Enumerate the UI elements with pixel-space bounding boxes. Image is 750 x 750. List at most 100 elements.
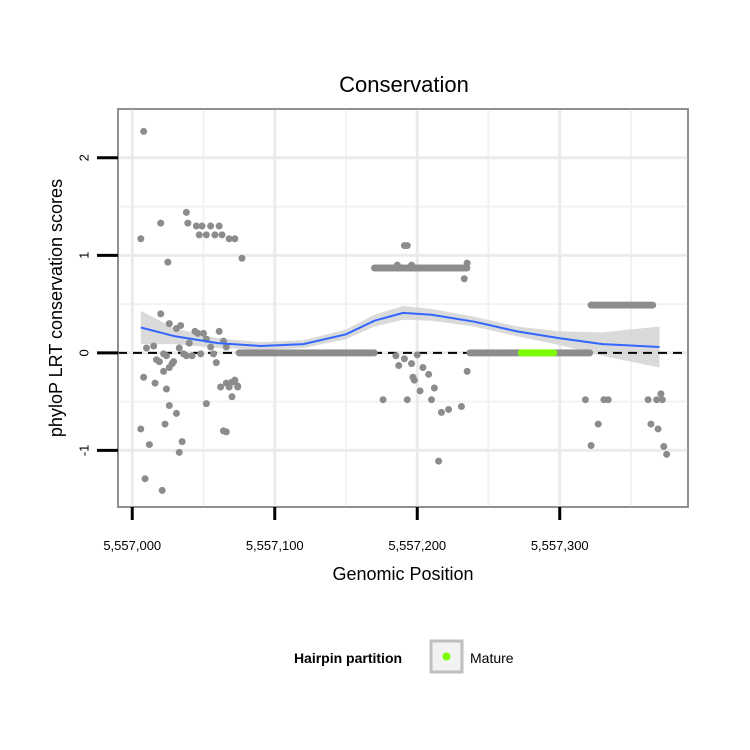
data-point [215,327,223,335]
data-point [231,235,239,243]
data-point [413,351,421,359]
data-point [151,379,159,387]
data-point [460,275,468,283]
data-point [644,396,652,404]
data-point [175,344,183,352]
data-point [170,358,178,366]
data-point [157,310,165,318]
data-point [172,409,180,417]
data-point [178,438,186,446]
data-point [231,376,239,384]
x-tick-label: 5,557,300 [531,538,589,553]
data-point [222,428,230,436]
legend-title: Hairpin partition [294,650,402,666]
data-point [225,235,233,243]
data-point [225,383,233,391]
data-points [137,127,671,494]
data-point [211,231,219,239]
data-point [202,231,210,239]
data-point [200,329,207,337]
data-point [647,420,655,428]
data-point [657,390,665,398]
data-point [457,403,465,411]
data-point [222,343,230,351]
data-point [419,364,427,372]
data-point [162,385,170,393]
data-point [202,400,210,408]
data-point [194,329,202,337]
data-point [654,425,662,433]
data-point [408,261,416,269]
data-point [586,349,594,357]
data-point [182,208,190,216]
data-point [370,349,378,357]
data-point [192,222,200,230]
data-point [209,350,217,358]
x-tick-label: 5,557,100 [246,538,304,553]
data-point [143,344,150,352]
data-point [140,373,148,381]
data-point [145,441,153,449]
data-point [195,231,203,239]
data-point [165,320,173,328]
smooth-trend [140,311,660,348]
y-tick-label: 0 [76,349,91,356]
data-point [410,376,418,384]
data-point [430,384,438,392]
y-axis: -1 0 1 2 [76,154,118,456]
data-point [234,382,242,390]
data-point [141,475,149,483]
data-point [594,420,602,428]
data-point [445,405,453,413]
x-axis-label: Genomic Position [332,564,473,584]
data-point [158,486,166,494]
data-point [215,222,223,230]
x-axis: 5,557,000 5,557,100 5,557,200 5,557,300 [103,507,589,553]
data-point [400,355,408,363]
data-point [660,443,668,451]
y-tick-label: -1 [77,445,92,457]
data-point [395,362,403,370]
data-point [425,370,433,378]
data-point [408,360,416,368]
data-point [604,396,612,404]
data-point [403,242,411,250]
data-point [184,219,192,227]
data-point [218,231,226,239]
data-point [177,322,185,330]
data-point [393,261,401,269]
data-point [182,352,190,360]
data-point [437,408,445,416]
data-point [416,387,424,395]
data-point [162,352,170,360]
data-point [161,420,169,428]
y-tick-label: 2 [76,154,91,161]
x-tick-label: 5,557,000 [103,538,161,553]
data-point [428,396,435,404]
data-point [212,359,220,367]
data-point [207,222,215,230]
data-point [392,352,400,360]
y-axis-label: phyloP LRT conservation scores [46,179,66,437]
data-point [164,258,172,266]
data-point [198,222,206,230]
data-point [581,396,589,404]
data-point [653,396,661,404]
legend-key-mature-marker [442,652,451,661]
data-point [150,342,158,350]
data-point [160,367,168,375]
data-point [435,457,443,465]
data-point [165,402,173,410]
y-tick-label: 1 [77,252,92,259]
data-point [137,235,145,243]
legend: Hairpin partition Mature [294,639,514,674]
data-point [388,264,396,272]
data-point [197,350,205,358]
data-point [463,367,471,375]
plot-border [117,108,689,508]
data-point [379,396,387,404]
data-point [207,343,215,351]
smooth-trend-line [140,311,660,348]
x-tick-label: 5,557,200 [388,538,446,553]
